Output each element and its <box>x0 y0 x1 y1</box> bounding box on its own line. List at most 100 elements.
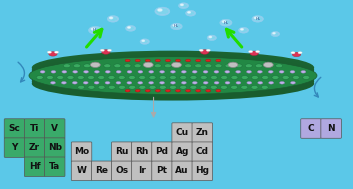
Circle shape <box>262 76 269 79</box>
Circle shape <box>186 59 191 62</box>
Text: Hf: Hf <box>29 162 40 171</box>
Circle shape <box>235 64 242 68</box>
Circle shape <box>279 70 284 73</box>
Circle shape <box>185 64 192 68</box>
Circle shape <box>159 85 166 89</box>
FancyArrowPatch shape <box>18 62 25 82</box>
Circle shape <box>282 76 289 79</box>
Text: Hg: Hg <box>195 166 209 175</box>
Circle shape <box>83 81 88 84</box>
Circle shape <box>138 81 143 84</box>
Circle shape <box>220 85 227 89</box>
Text: Rh: Rh <box>135 147 149 156</box>
Circle shape <box>116 70 121 73</box>
Circle shape <box>206 49 210 51</box>
Circle shape <box>125 89 130 92</box>
Circle shape <box>255 64 262 68</box>
Text: Y: Y <box>11 143 18 152</box>
Text: N: N <box>327 124 335 133</box>
Circle shape <box>166 89 170 92</box>
Circle shape <box>186 11 195 16</box>
Circle shape <box>135 59 140 62</box>
Circle shape <box>139 76 146 79</box>
Circle shape <box>173 25 176 26</box>
Circle shape <box>104 64 111 68</box>
Circle shape <box>210 85 217 89</box>
FancyBboxPatch shape <box>152 161 172 180</box>
Text: H₂: H₂ <box>255 17 260 21</box>
Circle shape <box>192 70 197 73</box>
Circle shape <box>246 70 251 73</box>
FancyBboxPatch shape <box>71 142 92 161</box>
Circle shape <box>72 81 77 84</box>
Circle shape <box>291 52 295 54</box>
Circle shape <box>225 64 232 68</box>
Text: Au: Au <box>175 166 189 175</box>
Circle shape <box>54 51 59 53</box>
Text: Zr: Zr <box>29 143 40 152</box>
Circle shape <box>73 64 80 68</box>
Circle shape <box>203 70 208 73</box>
Circle shape <box>128 85 136 89</box>
FancyBboxPatch shape <box>112 161 132 180</box>
Circle shape <box>301 70 306 73</box>
Ellipse shape <box>32 57 314 91</box>
Circle shape <box>276 64 283 68</box>
FancyBboxPatch shape <box>91 161 112 180</box>
Text: Re: Re <box>95 166 108 175</box>
Circle shape <box>221 76 228 79</box>
Circle shape <box>241 29 243 30</box>
Circle shape <box>138 70 143 73</box>
Circle shape <box>208 36 216 40</box>
FancyBboxPatch shape <box>24 138 45 157</box>
FancyBboxPatch shape <box>44 119 65 138</box>
Circle shape <box>67 76 74 79</box>
FancyBboxPatch shape <box>71 161 92 180</box>
Circle shape <box>128 76 136 79</box>
Circle shape <box>216 59 221 62</box>
FancyBboxPatch shape <box>192 123 213 142</box>
Circle shape <box>73 70 78 73</box>
FancyBboxPatch shape <box>172 142 192 161</box>
Circle shape <box>209 36 211 38</box>
Circle shape <box>128 27 130 28</box>
Circle shape <box>142 40 144 41</box>
FancyBboxPatch shape <box>132 142 152 161</box>
Circle shape <box>149 76 156 79</box>
Circle shape <box>57 76 64 79</box>
Circle shape <box>155 89 160 92</box>
Circle shape <box>263 62 273 67</box>
Circle shape <box>225 70 230 73</box>
Circle shape <box>144 64 151 68</box>
Circle shape <box>175 59 180 62</box>
Circle shape <box>216 89 221 92</box>
Circle shape <box>199 49 203 51</box>
Circle shape <box>149 70 154 73</box>
Ellipse shape <box>29 57 317 94</box>
Circle shape <box>47 51 52 53</box>
Text: Ir: Ir <box>138 166 146 175</box>
Circle shape <box>181 81 186 84</box>
Circle shape <box>255 17 257 19</box>
Text: Ag: Ag <box>175 147 189 156</box>
Circle shape <box>214 81 219 84</box>
Circle shape <box>251 85 258 89</box>
Circle shape <box>36 76 43 79</box>
Circle shape <box>252 16 263 22</box>
Text: Ru: Ru <box>115 147 128 156</box>
Circle shape <box>108 16 118 22</box>
Circle shape <box>190 85 197 89</box>
Circle shape <box>160 81 164 84</box>
FancyBboxPatch shape <box>172 123 192 142</box>
Circle shape <box>215 64 222 68</box>
Circle shape <box>51 70 56 73</box>
Circle shape <box>160 70 164 73</box>
Circle shape <box>249 50 253 53</box>
Circle shape <box>169 85 176 89</box>
Circle shape <box>195 64 202 68</box>
Circle shape <box>91 28 95 30</box>
Circle shape <box>180 76 187 79</box>
Text: H₂: H₂ <box>223 21 228 25</box>
Circle shape <box>61 81 66 84</box>
Circle shape <box>180 85 187 89</box>
